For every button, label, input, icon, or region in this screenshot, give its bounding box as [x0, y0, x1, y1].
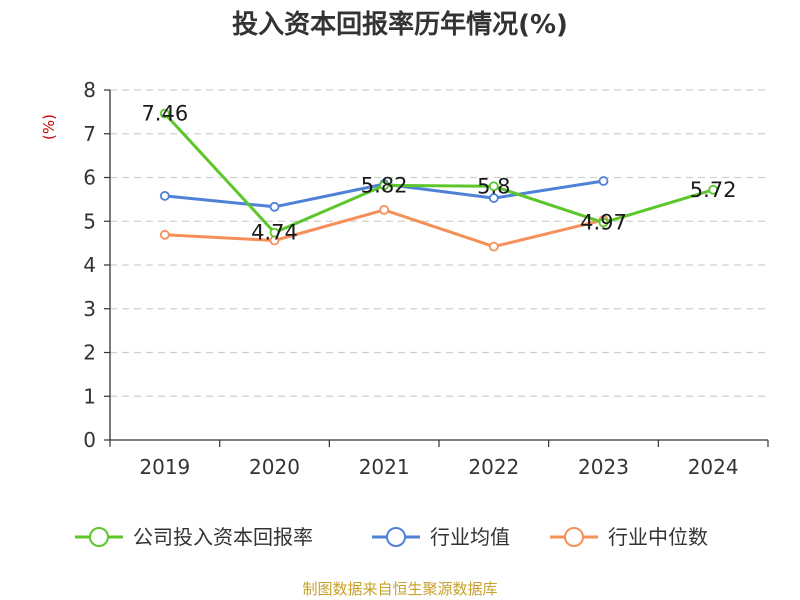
data-point[interactable] [708, 184, 719, 195]
legend-item[interactable]: 公司投入资本回报率 [75, 525, 313, 549]
legend-circle-marker [89, 527, 109, 547]
legend-item[interactable]: 行业中位数 [550, 525, 708, 549]
legend: 公司投入资本回报率 行业均值 行业中位数 [75, 525, 708, 549]
data-label: 5.8 [477, 174, 510, 198]
data-point[interactable] [598, 176, 609, 186]
data-label: 4.97 [580, 211, 627, 235]
axes: 0 1 2 3 4 5 6 7 8 2019 2020 2021 2022 2023 2024 [83, 78, 769, 479]
grid-lines [110, 89, 768, 397]
data-labels: 7.46 4.74 5.82 5.8 4.97 5.72 [141, 102, 736, 245]
data-label: 5.82 [361, 173, 408, 197]
data-point[interactable] [159, 190, 170, 201]
series-line [164, 208, 604, 249]
x-tick-label: 2019 [139, 455, 190, 479]
data-label: 4.74 [251, 221, 298, 245]
data-label: 5.72 [690, 178, 737, 202]
data-point[interactable] [488, 241, 499, 252]
x-tick-label: 2023 [578, 455, 629, 479]
chart-title: 投入资本回报率历年情况(%) [232, 9, 568, 40]
x-tick-label: 2020 [249, 455, 300, 479]
x-tick-label: 2021 [359, 455, 410, 479]
y-tick-label: 7 [83, 122, 96, 146]
data-label: 7.46 [141, 102, 188, 126]
y-tick-label: 4 [83, 253, 96, 277]
x-tick-label: 2024 [688, 455, 739, 479]
source-note: 制图数据来自恒生聚源数据库 [302, 580, 497, 598]
data-point[interactable] [379, 204, 390, 215]
data-point[interactable] [159, 108, 170, 119]
y-tick-label: 8 [83, 78, 96, 102]
y-tick-label: 6 [83, 166, 96, 190]
data-point[interactable] [379, 180, 390, 191]
legend-item[interactable]: 行业均值 [372, 525, 510, 549]
y-tick-label: 5 [83, 209, 96, 233]
y-tick-label: 1 [83, 384, 96, 408]
y-axis-unit-label: (%) [40, 114, 58, 140]
data-point[interactable] [488, 181, 499, 192]
y-tick-label: 0 [83, 428, 96, 452]
legend-label: 行业中位数 [608, 525, 708, 549]
data-point[interactable] [159, 229, 170, 240]
y-tick-label: 2 [83, 341, 96, 365]
legend-circle-marker [564, 527, 584, 547]
series-lines [159, 108, 719, 252]
legend-circle-marker [386, 527, 406, 547]
legend-label: 行业均值 [430, 525, 510, 549]
data-point[interactable] [598, 217, 609, 228]
data-point[interactable] [488, 193, 499, 203]
data-point[interactable] [269, 227, 280, 238]
data-point[interactable] [269, 201, 280, 212]
y-tick-label: 3 [83, 297, 96, 321]
x-tick-label: 2022 [468, 455, 519, 479]
legend-label: 公司投入资本回报率 [133, 525, 313, 549]
series-line [163, 112, 714, 235]
